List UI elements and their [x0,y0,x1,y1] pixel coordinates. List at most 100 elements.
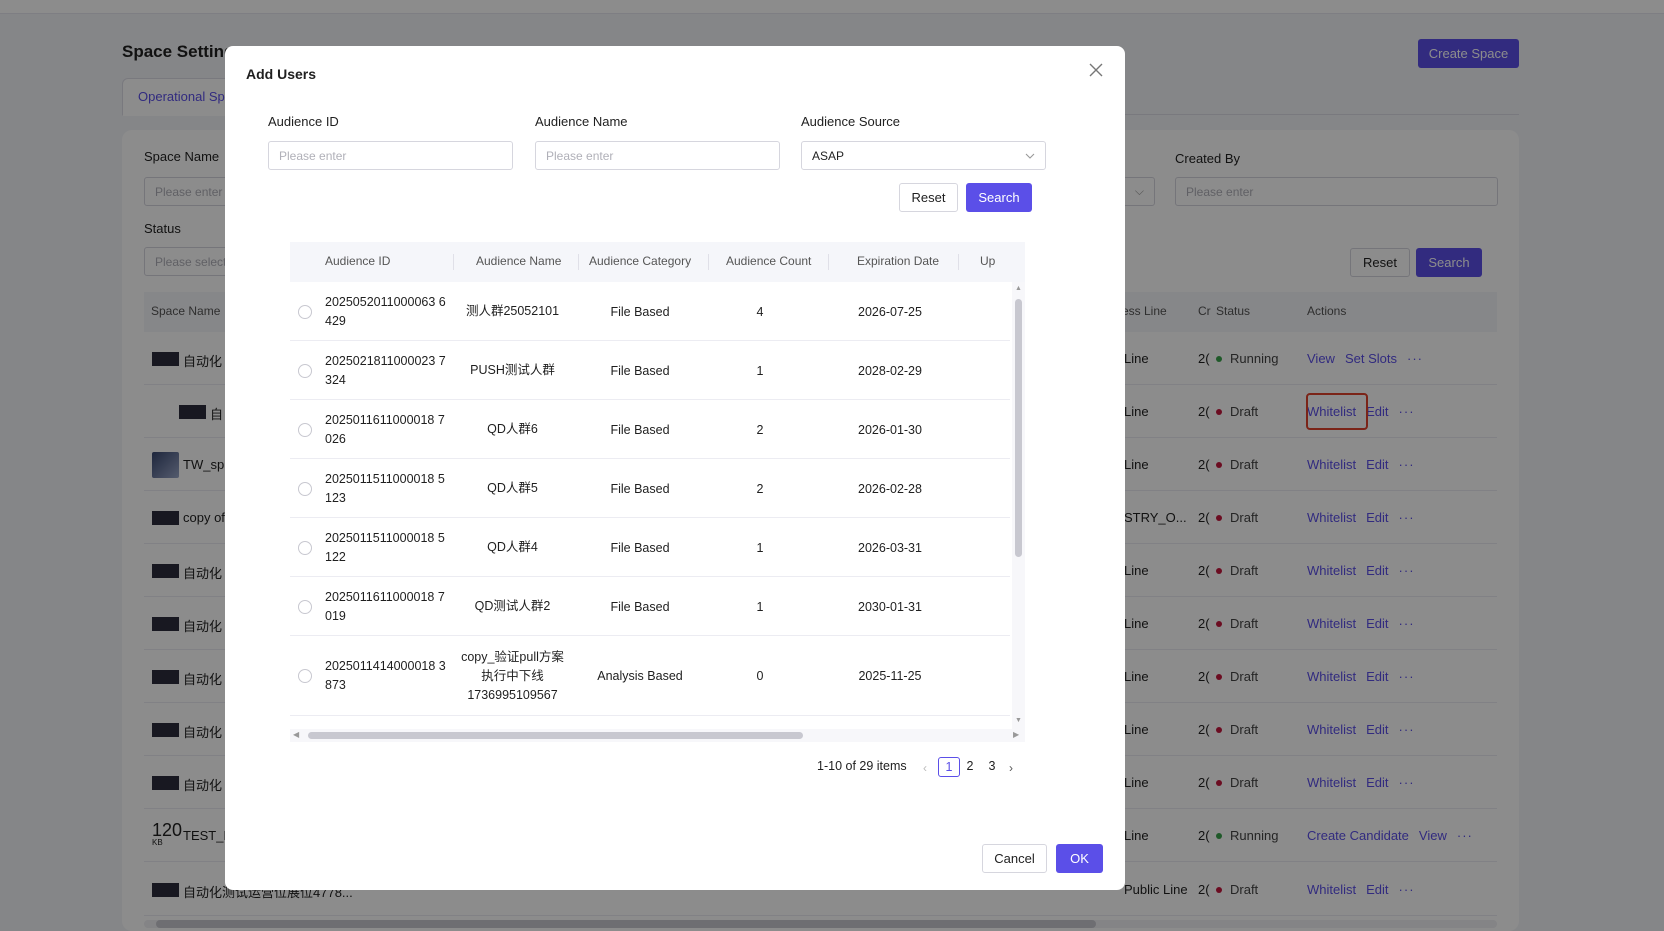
audience-id-label: Audience ID [268,114,339,129]
cancel-button[interactable]: Cancel [982,844,1047,873]
audience-name-input[interactable]: Please enter [535,141,780,170]
action-link[interactable]: Edit [1366,563,1389,578]
more-icon[interactable]: ··· [1398,616,1415,631]
action-link[interactable]: Whitelist [1307,510,1357,525]
audience-row[interactable]: 2025011611000018 7019 QD测试人群2 File Based 1 2… [290,577,1010,636]
business-line: Line [1124,722,1149,737]
select-radio[interactable] [298,363,312,378]
scrollbar-thumb[interactable] [308,732,803,739]
bg-search-button[interactable]: Search [1416,248,1482,277]
status-dot [1216,726,1222,733]
created-by-input[interactable]: Please enter [1175,177,1498,206]
audience-category-cell: File Based [610,304,670,319]
scrollbar-thumb[interactable] [156,920,1096,928]
page-2[interactable]: 2 [966,759,974,773]
audience-name-cell: QD人群4 [487,540,538,554]
page-1[interactable]: 1 [938,757,960,777]
scroll-up-icon[interactable]: ▲ [1015,285,1022,292]
col-separator [828,254,829,270]
more-icon[interactable]: ··· [1398,722,1415,737]
more-icon[interactable]: ··· [1398,563,1415,578]
action-link[interactable]: Edit [1366,775,1389,790]
action-link[interactable]: View [1418,828,1447,843]
next-page-icon[interactable]: › [1009,761,1013,775]
action-link[interactable]: Whitelist [1307,882,1357,897]
bg-reset-button[interactable]: Reset [1350,248,1410,277]
more-icon[interactable]: ··· [1398,510,1415,525]
status-dot [1216,779,1222,786]
audience-row[interactable]: 2025011611000018 7026 QD人群6 File Based 2 202… [290,400,1010,459]
action-link[interactable]: Edit [1366,669,1389,684]
action-link[interactable]: Whitelist [1307,563,1357,578]
action-link[interactable]: Edit [1366,722,1389,737]
more-icon[interactable]: ··· [1398,882,1415,897]
audience-id-input[interactable]: Please enter [268,141,513,170]
audience-name-cell: copy_验证pull方案执行中下线 1736995109567 [461,649,564,702]
header-cr: Cr [1198,304,1211,318]
select-radio[interactable] [298,540,312,555]
action-link[interactable]: Edit [1366,457,1389,472]
close-icon[interactable] [1088,62,1104,78]
action-link[interactable]: Edit [1366,404,1389,419]
scroll-left-icon[interactable]: ◀ [293,730,300,739]
audience-count-cell: 2 [756,422,764,437]
action-link[interactable]: Whitelist [1307,775,1357,790]
audience-id-cell: 2025011414000018 3873 [325,659,446,692]
col-audience-id: Audience ID [325,254,391,268]
audience-row[interactable]: 2025011511000018 5122 QD人群4 File Based 1 202… [290,518,1010,577]
more-icon[interactable]: ··· [1406,351,1423,366]
audience-count-cell: 1 [756,363,764,378]
space-name: 自动化 [183,725,223,740]
prev-page-icon[interactable]: ‹ [923,761,927,775]
select-radio[interactable] [298,599,312,614]
col-audience-name: Audience Name [476,254,562,268]
select-radio[interactable] [298,422,312,437]
header-space-name: Space Name [151,304,221,318]
action-link[interactable]: Whitelist [1307,722,1357,737]
action-link[interactable]: Whitelist [1307,669,1357,684]
created-cell: 2( [1198,616,1210,631]
size-badge: 120 KB [152,820,183,847]
scroll-down-icon[interactable]: ▼ [1015,717,1022,724]
created-cell: 2( [1198,775,1210,790]
action-link[interactable]: Whitelist [1307,616,1357,631]
more-icon[interactable]: ··· [1456,828,1473,843]
scroll-right-icon[interactable]: ▶ [1013,730,1020,739]
space-name: 自动化 [183,354,223,369]
action-link[interactable]: Edit [1366,510,1389,525]
action-link[interactable]: Whitelist [1307,457,1357,472]
more-icon[interactable]: ··· [1398,457,1415,472]
horizontal-scrollbar[interactable]: ◀ ▶ [290,729,1025,742]
audience-row[interactable]: 2025021811000023 7324 PUSH测试人群 File Based 1… [290,341,1010,400]
scrollbar-thumb[interactable] [1015,299,1022,557]
audience-row[interactable]: 2025011414000018 3873 copy_验证pull方案执行中下线 … [290,636,1010,716]
modal-search-button[interactable]: Search [966,183,1032,212]
action-link[interactable]: Create Candidate [1307,828,1409,843]
select-radio[interactable] [298,481,312,496]
ok-button[interactable]: OK [1056,844,1103,873]
audience-count-cell: 0 [756,669,764,683]
status-badge: Draft [1216,669,1258,684]
expiration-date-cell: 2028-02-29 [858,363,922,378]
action-link[interactable]: View [1307,351,1335,366]
audience-source-select[interactable]: ASAP [801,141,1046,170]
select-radio[interactable] [298,304,312,319]
more-icon[interactable]: ··· [1398,669,1415,684]
modal-reset-button[interactable]: Reset [899,183,958,212]
audience-category-cell: Analysis Based [597,669,683,683]
action-link[interactable]: Set Slots [1344,351,1397,366]
action-link[interactable]: Edit [1366,882,1389,897]
action-link[interactable]: Edit [1366,616,1389,631]
select-radio[interactable] [298,669,312,683]
create-space-button[interactable]: Create Space [1418,39,1519,68]
vertical-scrollbar[interactable]: ▲ ▼ [1012,282,1025,729]
business-line: Line [1124,616,1149,631]
status-badge: Draft [1216,722,1258,737]
action-link[interactable]: Whitelist [1307,404,1357,419]
page-3[interactable]: 3 [988,759,996,773]
audience-row[interactable]: 2025052011000063 6429 测人群25052101 File Bas… [290,282,1010,341]
bg-horizontal-scrollbar[interactable] [144,920,1497,928]
more-icon[interactable]: ··· [1398,775,1415,790]
audience-row[interactable]: 2025011511000018 5123 QD人群5 File Based 2 202… [290,459,1010,518]
more-icon[interactable]: ··· [1398,404,1415,419]
